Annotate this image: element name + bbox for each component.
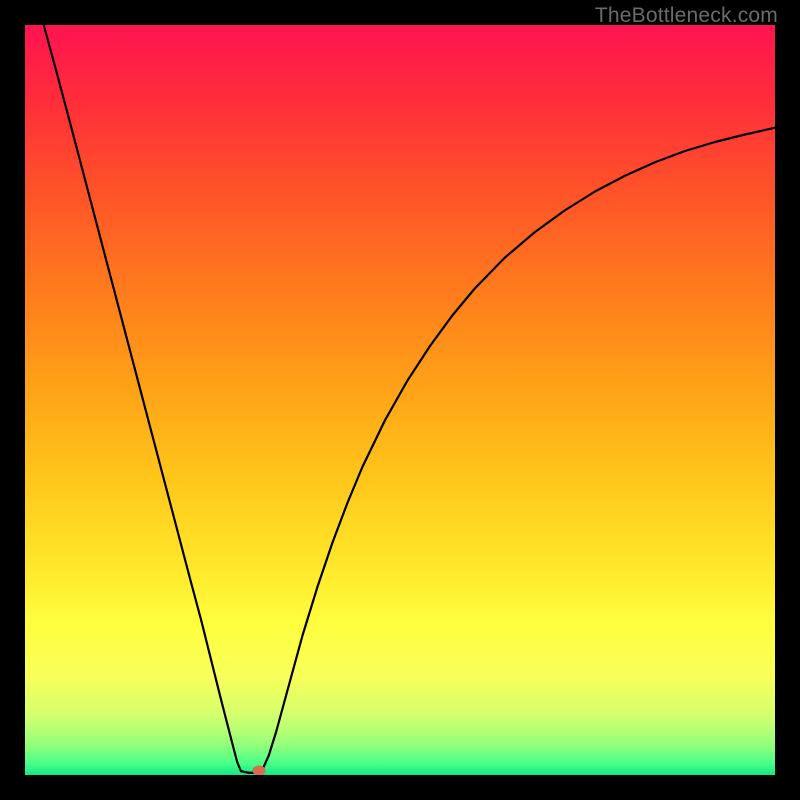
bottleneck-chart — [0, 0, 800, 800]
watermark-label: TheBottleneck.com — [595, 4, 778, 28]
chart-gradient-bg — [25, 25, 775, 775]
marker-dot — [253, 766, 266, 776]
